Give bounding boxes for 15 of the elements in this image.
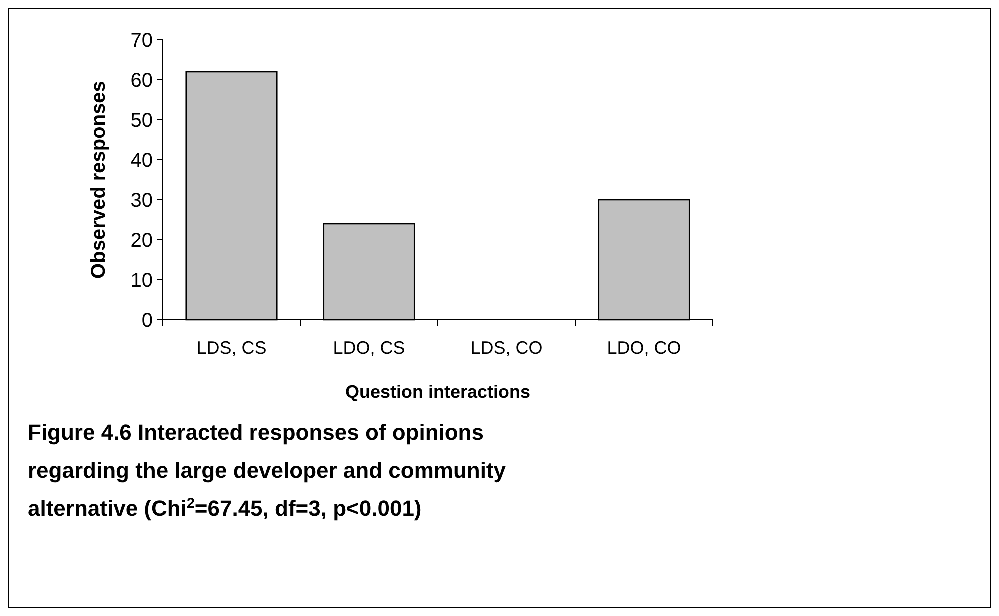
y-axis-title: Observed responses [88, 81, 110, 279]
y-tick-label: 30 [130, 190, 153, 212]
y-tick-label: 10 [130, 270, 153, 292]
text: Figure 4.6 Interacted responses of opinions regarding the large developer and community alternative (Chi$^{2}$=67.45, df=3, p<0.001) [28, 420, 507, 521]
y-tick-label: 60 [130, 70, 153, 92]
x-axis-title: Question interactions [345, 382, 531, 402]
y-tick-label: 40 [130, 150, 153, 172]
y-tick-label: 0 [142, 310, 153, 332]
x-tick-label: LDS, CO [470, 338, 543, 358]
y-tick-label: 20 [130, 230, 153, 252]
x-tick-label: LDS, CS [196, 338, 267, 358]
x-tick-label: LDO, CO [607, 338, 682, 358]
x-tick-label: LDO, CS [333, 338, 406, 358]
y-tick-label: 70 [130, 30, 153, 52]
y-tick-label: 50 [130, 110, 153, 132]
